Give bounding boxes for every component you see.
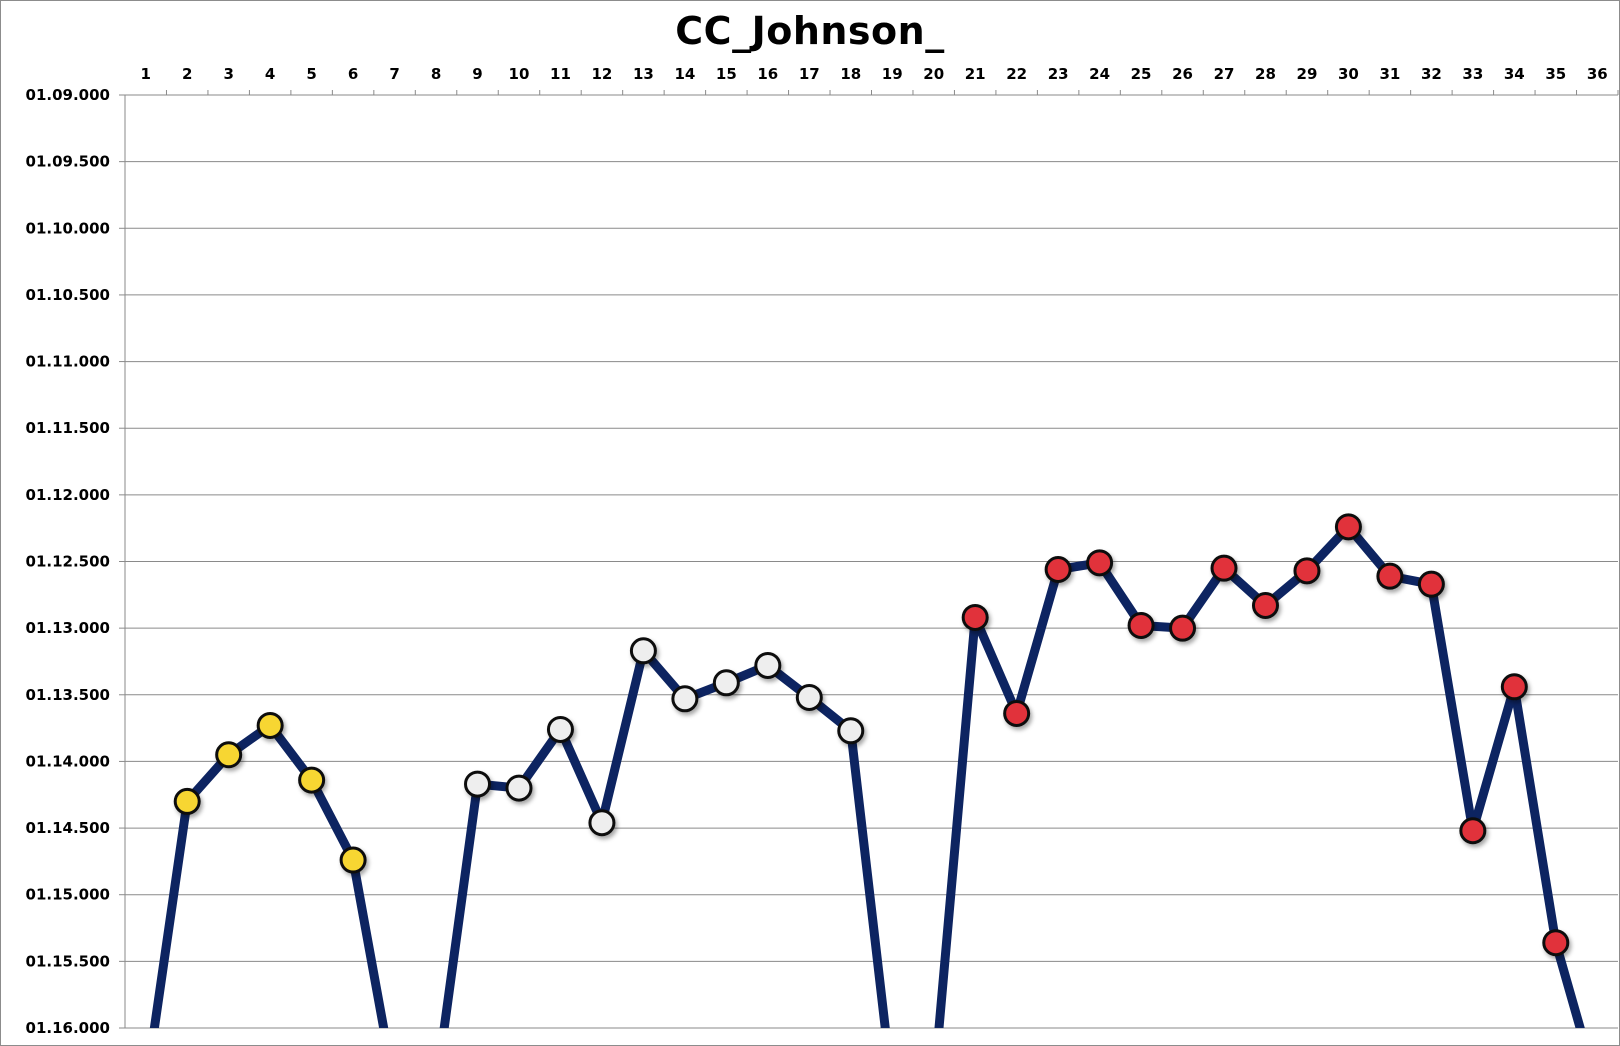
chart-title: CC_Johnson_ (675, 9, 945, 53)
x-tick-label: 2 (182, 65, 192, 83)
data-point-red (1003, 699, 1031, 727)
grid-lines (119, 90, 1619, 1029)
x-tick-label: 18 (840, 65, 861, 83)
x-tick-label: 30 (1338, 65, 1359, 83)
x-tick-label: 27 (1214, 65, 1235, 83)
data-point-white (712, 669, 740, 697)
x-tick-label: 36 (1587, 65, 1608, 83)
x-tick-label: 21 (965, 65, 986, 83)
x-tick-label: 12 (591, 65, 612, 83)
x-tick-label: 10 (509, 65, 530, 83)
x-tick-label: 22 (1006, 65, 1027, 83)
y-tick-label: 01.16.000 (26, 1019, 110, 1037)
x-tick-label: 3 (223, 65, 233, 83)
series-markers (173, 513, 1570, 957)
x-tick-label: 24 (1089, 65, 1110, 83)
y-tick-label: 01.11.500 (26, 419, 110, 437)
data-point-red (1127, 611, 1155, 639)
x-tick-label: 5 (306, 65, 316, 83)
data-point-white (671, 685, 699, 713)
x-tick-label: 15 (716, 65, 737, 83)
y-tick-label: 01.14.000 (26, 752, 110, 770)
x-tick-label: 16 (757, 65, 778, 83)
x-tick-label: 20 (923, 65, 944, 83)
data-point-red (1500, 673, 1528, 701)
data-point-white (754, 651, 782, 679)
x-tick-label: 1 (141, 65, 151, 83)
series-line (149, 522, 1585, 1028)
data-point-red (1459, 817, 1487, 845)
x-tick-label: 4 (265, 65, 275, 83)
y-tick-label: 01.13.000 (26, 619, 110, 637)
data-point-red (1210, 554, 1238, 582)
data-point-yellow (339, 846, 367, 874)
x-tick-label: 11 (550, 65, 571, 83)
y-tick-label: 01.11.000 (26, 353, 110, 371)
data-point-white (629, 637, 657, 665)
x-tick-label: 25 (1131, 65, 1152, 83)
data-point-yellow (298, 766, 326, 794)
data-point-white (546, 715, 574, 743)
x-tick-label: 29 (1297, 65, 1318, 83)
x-tick-label: 26 (1172, 65, 1193, 83)
y-tick-label: 01.10.500 (26, 286, 110, 304)
data-point-yellow (256, 711, 284, 739)
data-point-red (1251, 591, 1279, 619)
data-point-white (795, 683, 823, 711)
data-point-red (1086, 549, 1114, 577)
x-tick-label: 23 (1048, 65, 1069, 83)
data-point-yellow (215, 741, 243, 769)
data-point-white (505, 774, 533, 802)
data-point-white (588, 809, 616, 837)
data-point-red (1542, 929, 1570, 957)
x-tick-label: 32 (1421, 65, 1442, 83)
data-point-yellow (173, 787, 201, 815)
x-tick-label: 33 (1462, 65, 1483, 83)
data-point-red (1334, 513, 1362, 541)
x-tick-label: 6 (348, 65, 358, 83)
data-point-red (1169, 614, 1197, 642)
y-tick-label: 01.09.000 (26, 86, 110, 104)
y-tick-label: 01.14.500 (26, 819, 110, 837)
data-point-red (1376, 562, 1404, 590)
y-tick-label: 01.15.000 (26, 886, 110, 904)
x-tick-label: 9 (472, 65, 482, 83)
x-tick-label: 35 (1545, 65, 1566, 83)
data-point-red (1293, 557, 1321, 585)
x-tick-label: 17 (799, 65, 820, 83)
y-tick-label: 01.10.000 (26, 219, 110, 237)
x-tick-label: 19 (882, 65, 903, 83)
y-tick-label: 01.13.500 (26, 686, 110, 704)
x-tick-label: 34 (1504, 65, 1525, 83)
x-tick-label: 14 (674, 65, 695, 83)
data-point-red (1044, 555, 1072, 583)
x-tick-label: 28 (1255, 65, 1276, 83)
data-point-white (464, 770, 492, 798)
x-tick-label: 7 (389, 65, 399, 83)
data-point-white (837, 717, 865, 745)
y-tick-label: 01.12.000 (26, 486, 110, 504)
x-tick-label: 8 (431, 65, 441, 83)
x-tick-label: 31 (1379, 65, 1400, 83)
y-tick-label: 01.09.500 (26, 153, 110, 171)
data-point-red (1417, 570, 1445, 598)
y-tick-label: 01.15.500 (26, 952, 110, 970)
y-tick-label: 01.12.500 (26, 553, 110, 571)
x-tick-label: 13 (633, 65, 654, 83)
data-point-red (961, 603, 989, 631)
